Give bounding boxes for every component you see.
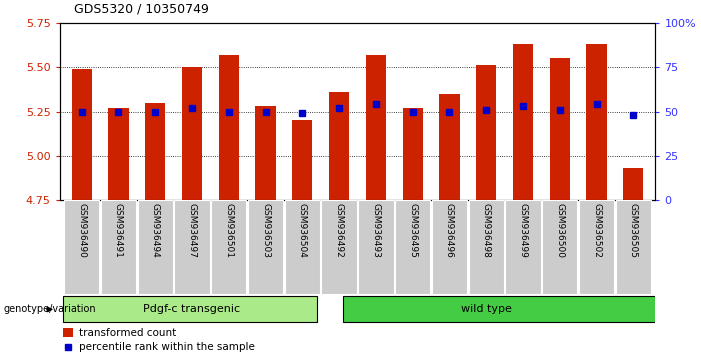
FancyBboxPatch shape (285, 200, 320, 294)
FancyBboxPatch shape (579, 200, 614, 294)
Bar (440, 94, 460, 200)
Bar (292, 120, 313, 200)
Bar (476, 65, 496, 200)
Bar (587, 44, 606, 200)
Text: GSM936502: GSM936502 (592, 203, 601, 258)
FancyBboxPatch shape (63, 296, 317, 322)
Text: GSM936493: GSM936493 (372, 203, 381, 258)
Text: Pdgf-c transgenic: Pdgf-c transgenic (144, 304, 240, 314)
Bar (182, 67, 202, 200)
Text: GSM936501: GSM936501 (224, 203, 233, 258)
Text: wild type: wild type (461, 304, 512, 314)
Text: transformed count: transformed count (79, 327, 176, 338)
Text: GSM936495: GSM936495 (408, 203, 417, 258)
Bar (255, 106, 275, 200)
Text: GSM936492: GSM936492 (334, 203, 343, 258)
Text: GSM936503: GSM936503 (261, 203, 270, 258)
FancyBboxPatch shape (542, 200, 578, 294)
Text: GSM936500: GSM936500 (555, 203, 564, 258)
Text: GSM936497: GSM936497 (187, 203, 196, 258)
Bar (109, 108, 128, 200)
Bar (623, 168, 644, 200)
Bar (72, 69, 92, 200)
FancyBboxPatch shape (395, 200, 430, 294)
Text: GSM936499: GSM936499 (519, 203, 528, 258)
Text: GSM936490: GSM936490 (77, 203, 86, 258)
Bar (62, 329, 74, 337)
Bar (219, 55, 239, 200)
Bar (402, 108, 423, 200)
Text: GSM936505: GSM936505 (629, 203, 638, 258)
Text: GSM936498: GSM936498 (482, 203, 491, 258)
Bar (366, 55, 386, 200)
Text: GDS5320 / 10350749: GDS5320 / 10350749 (74, 3, 208, 16)
FancyBboxPatch shape (322, 200, 357, 294)
Bar (145, 103, 165, 200)
FancyBboxPatch shape (432, 200, 467, 294)
Bar (550, 58, 570, 200)
FancyBboxPatch shape (211, 200, 247, 294)
Bar (329, 92, 349, 200)
FancyBboxPatch shape (468, 200, 504, 294)
Text: GSM936491: GSM936491 (114, 203, 123, 258)
Text: percentile rank within the sample: percentile rank within the sample (79, 342, 254, 352)
FancyBboxPatch shape (137, 200, 173, 294)
FancyBboxPatch shape (101, 200, 136, 294)
Text: genotype/variation: genotype/variation (4, 304, 96, 314)
FancyBboxPatch shape (64, 200, 100, 294)
FancyBboxPatch shape (175, 200, 210, 294)
FancyBboxPatch shape (358, 200, 393, 294)
FancyBboxPatch shape (248, 200, 283, 294)
Text: GSM936494: GSM936494 (151, 203, 160, 258)
Text: GSM936496: GSM936496 (445, 203, 454, 258)
FancyBboxPatch shape (615, 200, 651, 294)
FancyBboxPatch shape (343, 296, 667, 322)
Bar (513, 44, 533, 200)
Text: GSM936504: GSM936504 (298, 203, 307, 258)
FancyBboxPatch shape (505, 200, 540, 294)
